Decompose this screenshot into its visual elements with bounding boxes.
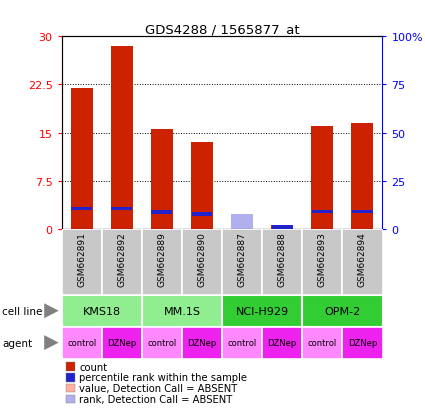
Bar bbox=[222, 295, 302, 327]
Bar bbox=[62, 327, 102, 359]
Bar bbox=[182, 327, 222, 359]
Text: control: control bbox=[227, 339, 257, 347]
Bar bbox=[142, 295, 222, 327]
Bar bbox=[351, 123, 374, 229]
Bar bbox=[62, 229, 102, 295]
Bar bbox=[231, 216, 253, 229]
Bar bbox=[111, 207, 132, 211]
Text: GSM662892: GSM662892 bbox=[117, 232, 126, 287]
Bar bbox=[262, 327, 302, 359]
Bar bbox=[62, 295, 142, 327]
Text: percentile rank within the sample: percentile rank within the sample bbox=[79, 373, 247, 382]
Bar bbox=[222, 229, 262, 295]
Bar bbox=[262, 229, 302, 295]
Bar bbox=[231, 215, 253, 229]
Bar bbox=[312, 210, 333, 214]
Bar bbox=[302, 327, 343, 359]
Text: rank, Detection Call = ABSENT: rank, Detection Call = ABSENT bbox=[79, 394, 233, 404]
Text: DZNep: DZNep bbox=[348, 339, 377, 347]
Text: control: control bbox=[308, 339, 337, 347]
Bar bbox=[71, 207, 92, 211]
Bar bbox=[71, 88, 93, 229]
Text: GSM662891: GSM662891 bbox=[77, 232, 86, 287]
Bar bbox=[142, 327, 182, 359]
Text: control: control bbox=[67, 339, 96, 347]
Text: GSM662894: GSM662894 bbox=[358, 232, 367, 287]
Bar bbox=[102, 229, 142, 295]
Bar bbox=[151, 130, 173, 229]
Bar bbox=[191, 143, 213, 229]
Bar bbox=[222, 327, 262, 359]
Bar bbox=[302, 229, 343, 295]
Bar bbox=[192, 213, 212, 217]
Text: control: control bbox=[147, 339, 176, 347]
Text: GSM662888: GSM662888 bbox=[278, 232, 287, 287]
Text: count: count bbox=[79, 362, 108, 372]
Bar bbox=[111, 47, 133, 229]
Text: agent: agent bbox=[2, 338, 32, 348]
Bar bbox=[352, 210, 373, 214]
Bar bbox=[142, 229, 182, 295]
Title: GDS4288 / 1565877_at: GDS4288 / 1565877_at bbox=[145, 23, 299, 36]
Text: GSM662893: GSM662893 bbox=[318, 232, 327, 287]
Text: GSM662890: GSM662890 bbox=[198, 232, 207, 287]
Text: DZNep: DZNep bbox=[107, 339, 136, 347]
Text: OPM-2: OPM-2 bbox=[324, 306, 360, 316]
Bar bbox=[271, 225, 293, 229]
Bar bbox=[343, 327, 382, 359]
Bar bbox=[343, 229, 382, 295]
Text: GSM662887: GSM662887 bbox=[238, 232, 246, 287]
Text: NCI-H929: NCI-H929 bbox=[235, 306, 289, 316]
Text: GSM662889: GSM662889 bbox=[157, 232, 167, 287]
Bar bbox=[151, 211, 173, 215]
Text: KMS18: KMS18 bbox=[83, 306, 121, 316]
Text: DZNep: DZNep bbox=[268, 339, 297, 347]
Bar bbox=[102, 327, 142, 359]
Text: DZNep: DZNep bbox=[187, 339, 217, 347]
Bar bbox=[302, 295, 382, 327]
Bar bbox=[311, 127, 333, 229]
Text: MM.1S: MM.1S bbox=[164, 306, 201, 316]
Text: cell line: cell line bbox=[2, 306, 42, 316]
Text: value, Detection Call = ABSENT: value, Detection Call = ABSENT bbox=[79, 383, 238, 393]
Bar bbox=[182, 229, 222, 295]
Bar bbox=[272, 226, 293, 230]
